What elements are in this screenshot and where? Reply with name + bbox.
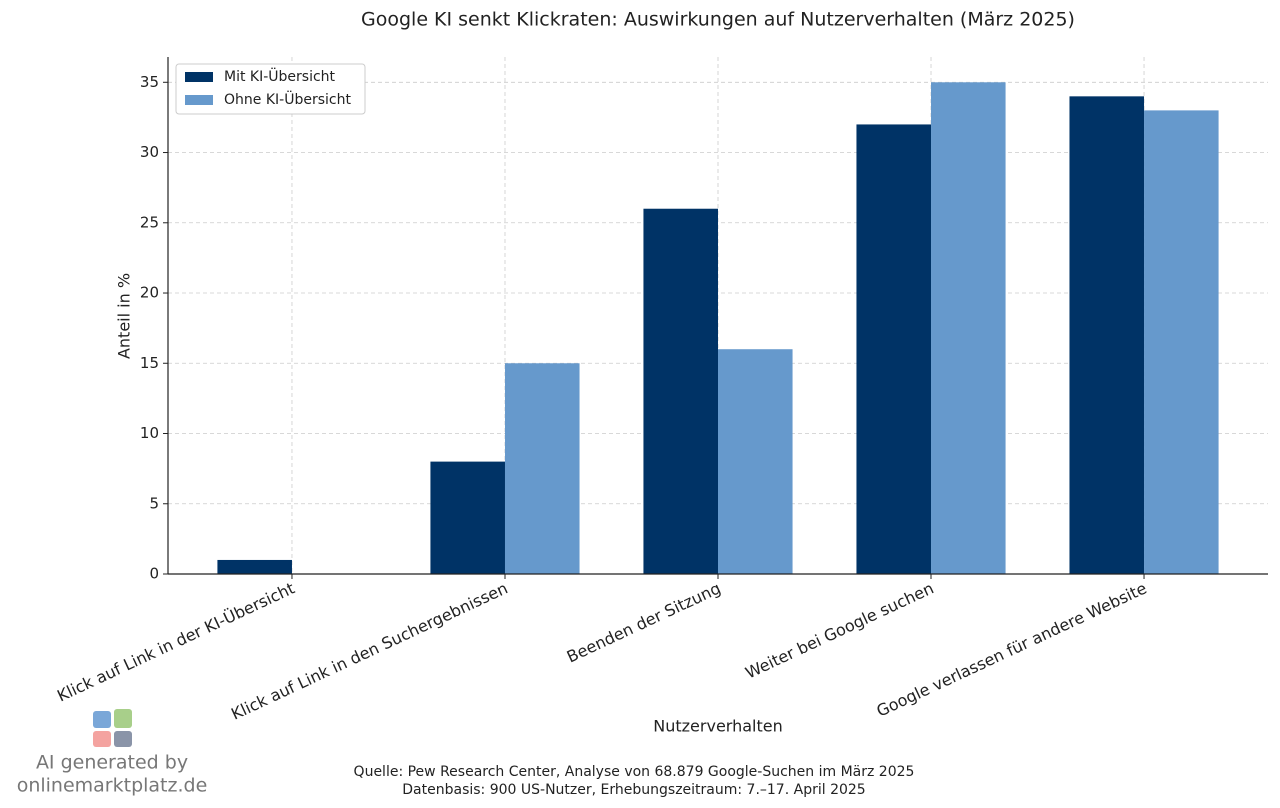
bar [504, 363, 580, 574]
x-axis-label: Nutzerverhalten [653, 717, 782, 736]
y-tick-label: 35 [140, 73, 159, 91]
legend-label: Ohne KI-Übersicht [224, 90, 351, 108]
legend-swatch [185, 72, 213, 82]
y-axis-label: Anteil in % [115, 273, 134, 359]
bar [643, 208, 718, 574]
bar [718, 349, 793, 574]
watermark: onlinemarktplatz.de [17, 775, 208, 797]
bar [931, 82, 1006, 575]
watermark: AI generated by [36, 752, 188, 774]
x-tick-label: Weiter bei Google suchen [742, 578, 936, 682]
bar [1069, 96, 1145, 574]
y-tick-label: 5 [149, 494, 159, 512]
legend-swatch [185, 95, 213, 105]
source: Datenbasis: 900 US-Nutzer, Erhebungszeit… [402, 782, 865, 798]
legend: Mit KI-Übersicht Ohne KI-Übersicht [175, 63, 366, 115]
y-tick-label: 25 [140, 213, 159, 231]
y-tick-label: 30 [140, 143, 159, 161]
legend-box [175, 63, 366, 115]
chart-title: Google KI senkt Klickraten: Auswirkungen… [361, 9, 1075, 31]
legend-label: Mit KI-Übersicht [224, 67, 336, 85]
source: Quelle: Pew Research Center, Analyse von… [354, 764, 915, 780]
bar [217, 559, 292, 574]
x-tick-label: Beenden der Sitzung [564, 578, 724, 666]
y-tick-label: 20 [140, 284, 159, 302]
x-tick-label: Klick auf Link in der KI-Übersicht [54, 578, 297, 705]
bar [430, 461, 505, 574]
bar [856, 124, 932, 574]
y-tick-label: 15 [140, 354, 159, 372]
y-tick-label: 10 [140, 424, 159, 442]
bar [1144, 110, 1219, 575]
logo [93, 709, 132, 747]
y-tick-label: 0 [149, 565, 159, 583]
